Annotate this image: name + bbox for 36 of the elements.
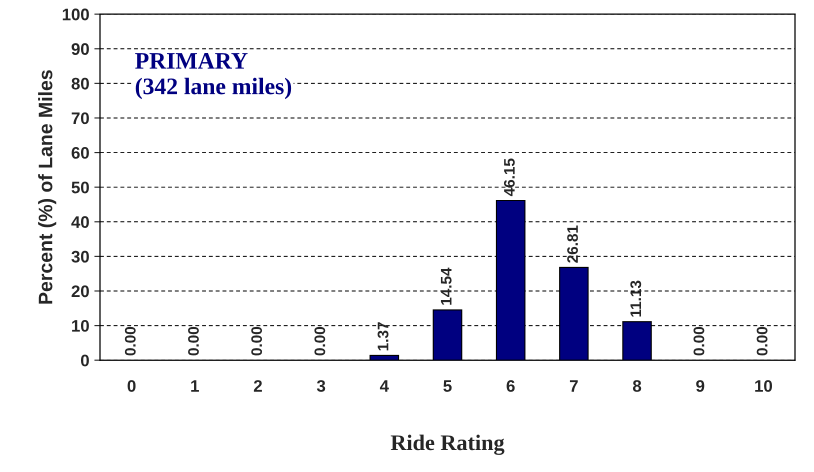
x-tick-label: 2 xyxy=(254,380,262,392)
data-label: 11.13 xyxy=(630,280,642,317)
data-label: 0.00 xyxy=(124,326,136,356)
y-tick-label: 50 xyxy=(72,182,89,194)
y-tick-label: 80 xyxy=(72,78,89,90)
data-label: 46.15 xyxy=(504,158,515,196)
data-label: 0.00 xyxy=(314,326,326,356)
x-axis-title: Ride Rating xyxy=(390,434,504,455)
data-label: 0.00 xyxy=(694,326,704,356)
y-tick-label: 10 xyxy=(72,320,89,332)
data-label: 1.37 xyxy=(378,322,388,350)
x-tick-label: 8 xyxy=(632,380,642,392)
y-axis-title: Percent (%) of Lane Miles xyxy=(38,70,56,304)
x-tick-label: 7 xyxy=(570,380,578,392)
x-tick-label: 5 xyxy=(443,380,452,392)
x-tick-label: 10 xyxy=(755,380,772,392)
data-label: 0.00 xyxy=(188,326,199,356)
y-tick-label: 20 xyxy=(72,285,89,298)
x-tick-label: 3 xyxy=(316,380,326,392)
data-label: 14.54 xyxy=(440,268,452,305)
x-tick-label: 6 xyxy=(506,380,515,392)
y-tick-label: 100 xyxy=(62,8,89,20)
x-tick-label: 4 xyxy=(380,380,389,392)
x-tick-label: 0 xyxy=(128,380,136,392)
x-tick-label: 9 xyxy=(696,380,704,392)
y-tick-label: 70 xyxy=(72,112,89,124)
data-label: 0.00 xyxy=(756,326,768,356)
data-label: 0.00 xyxy=(251,326,262,356)
data-label: 26.81 xyxy=(567,225,578,263)
y-tick-label: 30 xyxy=(71,250,89,263)
y-tick-label: 60 xyxy=(72,146,89,159)
annotation: PRIMARY (342 lane miles) xyxy=(135,53,292,100)
x-tick-label: 1 xyxy=(191,380,199,392)
y-tick-label: 90 xyxy=(72,43,89,55)
y-tick-label: 40 xyxy=(71,216,89,228)
y-tick-label: 0 xyxy=(80,354,89,366)
